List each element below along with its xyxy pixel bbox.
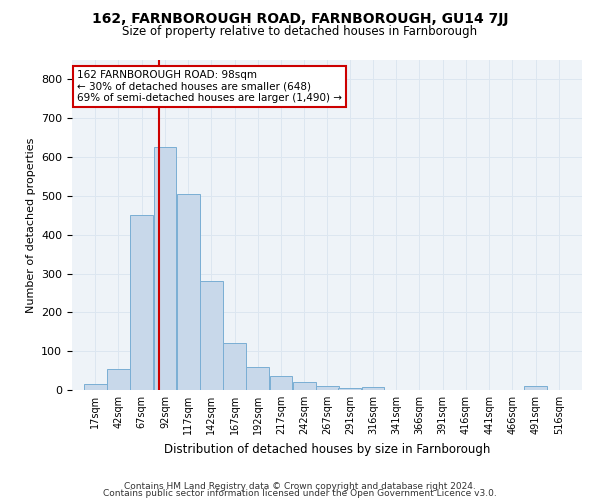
Text: 162 FARNBOROUGH ROAD: 98sqm
← 30% of detached houses are smaller (648)
69% of se: 162 FARNBOROUGH ROAD: 98sqm ← 30% of det… <box>77 70 342 103</box>
Bar <box>200 282 223 390</box>
Bar <box>269 376 292 390</box>
Bar <box>84 384 107 390</box>
Bar <box>177 194 199 390</box>
Bar <box>293 382 316 390</box>
Text: 162, FARNBOROUGH ROAD, FARNBOROUGH, GU14 7JJ: 162, FARNBOROUGH ROAD, FARNBOROUGH, GU14… <box>92 12 508 26</box>
Bar <box>154 148 176 390</box>
Text: Size of property relative to detached houses in Farnborough: Size of property relative to detached ho… <box>122 25 478 38</box>
Bar <box>247 366 269 390</box>
Bar <box>107 368 130 390</box>
Bar <box>223 344 246 390</box>
X-axis label: Distribution of detached houses by size in Farnborough: Distribution of detached houses by size … <box>164 442 490 456</box>
Bar <box>338 388 361 390</box>
Bar <box>316 386 339 390</box>
Text: Contains HM Land Registry data © Crown copyright and database right 2024.: Contains HM Land Registry data © Crown c… <box>124 482 476 491</box>
Bar <box>130 216 153 390</box>
Y-axis label: Number of detached properties: Number of detached properties <box>26 138 35 312</box>
Bar <box>362 387 385 390</box>
Text: Contains public sector information licensed under the Open Government Licence v3: Contains public sector information licen… <box>103 490 497 498</box>
Bar <box>524 386 547 390</box>
